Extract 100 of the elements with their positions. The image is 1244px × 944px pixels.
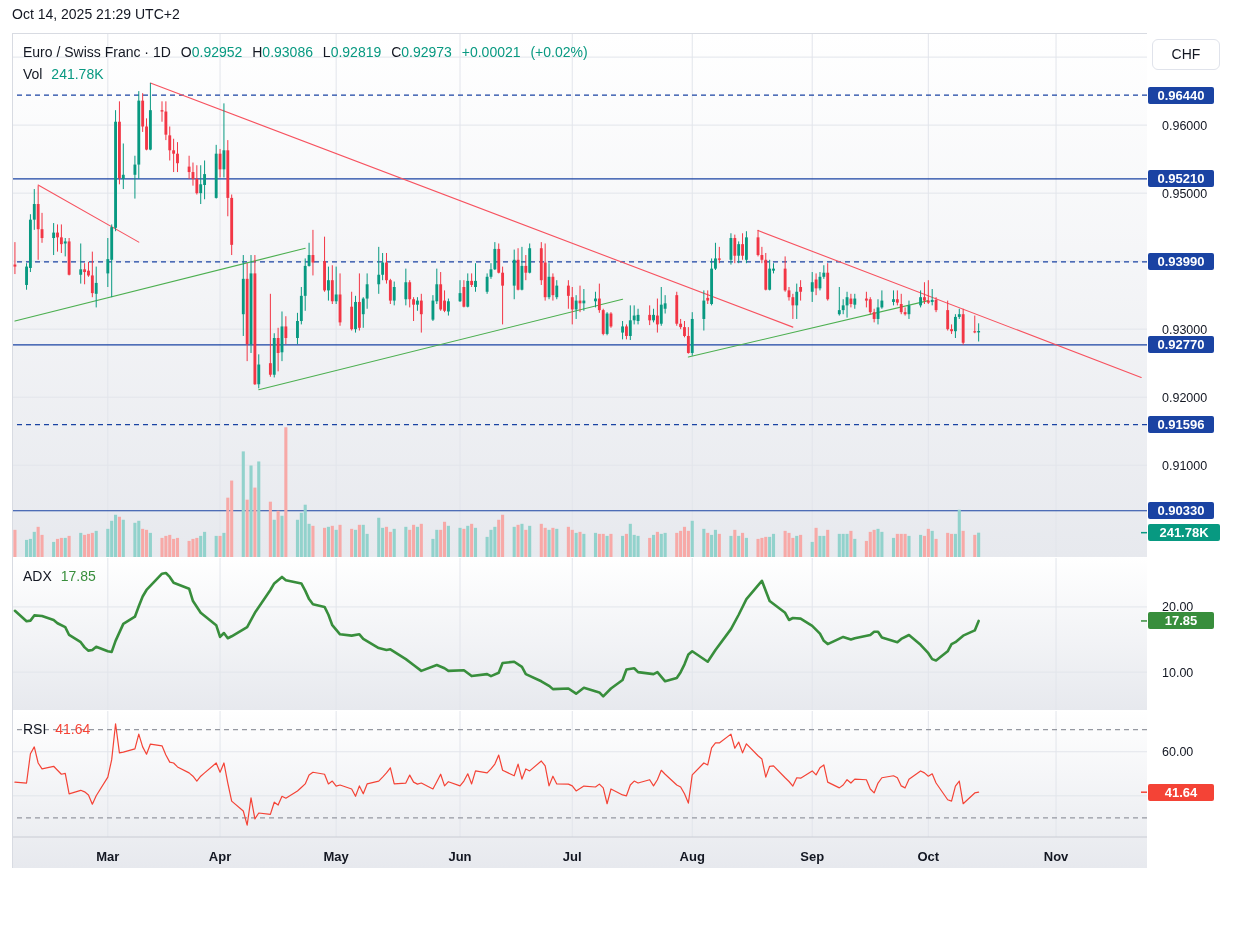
bar	[79, 532, 83, 557]
bar	[814, 527, 818, 557]
bar	[551, 527, 555, 557]
bar	[520, 523, 524, 557]
bar	[679, 530, 683, 557]
bar	[497, 519, 501, 557]
candlestick	[566, 279, 570, 310]
ref-line-label: 0.92770	[1148, 336, 1214, 354]
bar	[574, 532, 578, 557]
bar	[442, 521, 447, 557]
bar	[946, 532, 950, 557]
bar	[543, 527, 547, 557]
bar	[404, 526, 408, 557]
text: RSI 41.64	[23, 721, 91, 737]
bar	[52, 541, 56, 557]
candlestick	[404, 268, 408, 306]
bar	[818, 535, 822, 557]
bar	[419, 523, 423, 557]
candlestick	[63, 237, 67, 257]
bar	[713, 529, 718, 557]
candlestick	[814, 272, 818, 296]
bar	[280, 515, 284, 557]
bar	[570, 529, 574, 557]
bar	[121, 519, 125, 557]
candlestick	[648, 304, 652, 326]
bar	[826, 529, 830, 557]
bar	[338, 524, 342, 557]
candlestick	[462, 279, 466, 308]
x-tick-label: Sep	[800, 849, 825, 865]
bar	[744, 537, 748, 557]
candlestick	[551, 272, 555, 302]
candlestick	[268, 293, 272, 378]
bar	[90, 532, 94, 557]
bar	[353, 529, 358, 557]
bar	[783, 530, 787, 557]
candlestick	[628, 304, 632, 341]
candlestick	[497, 242, 501, 274]
bar	[241, 451, 245, 557]
bar	[284, 427, 288, 557]
bar	[408, 529, 412, 557]
bar	[257, 461, 261, 557]
bar	[528, 525, 532, 557]
candlestick	[570, 286, 574, 325]
candlestick	[222, 102, 226, 178]
bar	[934, 538, 938, 557]
bar	[446, 525, 450, 557]
bar	[489, 529, 493, 557]
candlestick	[195, 164, 199, 195]
candlestick	[284, 315, 288, 345]
bar	[787, 532, 791, 557]
candlestick	[145, 117, 148, 151]
bar	[245, 499, 249, 557]
bar	[690, 520, 694, 557]
bar	[230, 480, 234, 557]
candlestick	[737, 240, 741, 264]
candlestick	[501, 266, 505, 325]
ref-line-label: 0.90330	[1148, 502, 1214, 520]
bar	[458, 527, 462, 557]
bar	[930, 530, 934, 557]
bar	[214, 535, 218, 557]
bar	[845, 533, 849, 557]
bar	[357, 524, 361, 557]
bar	[895, 533, 899, 557]
candlestick	[59, 223, 63, 254]
bar	[926, 528, 930, 557]
candlestick	[741, 232, 744, 261]
bar	[67, 535, 71, 557]
bar	[350, 528, 354, 557]
bar	[249, 465, 253, 557]
bar	[566, 526, 570, 557]
candlestick	[32, 188, 36, 231]
text: ADX 17.85	[23, 568, 96, 584]
y-tick-label: 0.92000	[1162, 390, 1208, 405]
candlestick	[327, 266, 330, 302]
candlestick	[377, 246, 381, 295]
text: Oct 14, 2025 21:29 UTC+2	[12, 6, 180, 22]
x-tick-label: Nov	[1043, 849, 1070, 865]
bar	[663, 532, 667, 557]
bar	[160, 537, 164, 557]
bar	[25, 539, 29, 557]
bar	[977, 532, 981, 557]
candlestick	[733, 234, 737, 264]
candlestick	[605, 311, 609, 336]
candlestick	[849, 293, 853, 308]
candlestick	[795, 283, 799, 320]
candlestick	[474, 262, 477, 293]
bar	[706, 532, 710, 557]
bar	[59, 537, 63, 557]
bar	[555, 528, 559, 557]
candlestick	[903, 306, 907, 317]
ref-line-label: 0.96440	[1148, 86, 1214, 104]
candlestick	[388, 278, 392, 305]
candlestick	[419, 293, 423, 334]
bar	[822, 535, 826, 557]
bar	[168, 534, 172, 557]
candlestick	[574, 294, 578, 320]
y-tick-label: 41.64	[1148, 783, 1214, 801]
bar	[276, 510, 280, 557]
candlestick	[392, 281, 396, 306]
bar	[605, 535, 609, 557]
